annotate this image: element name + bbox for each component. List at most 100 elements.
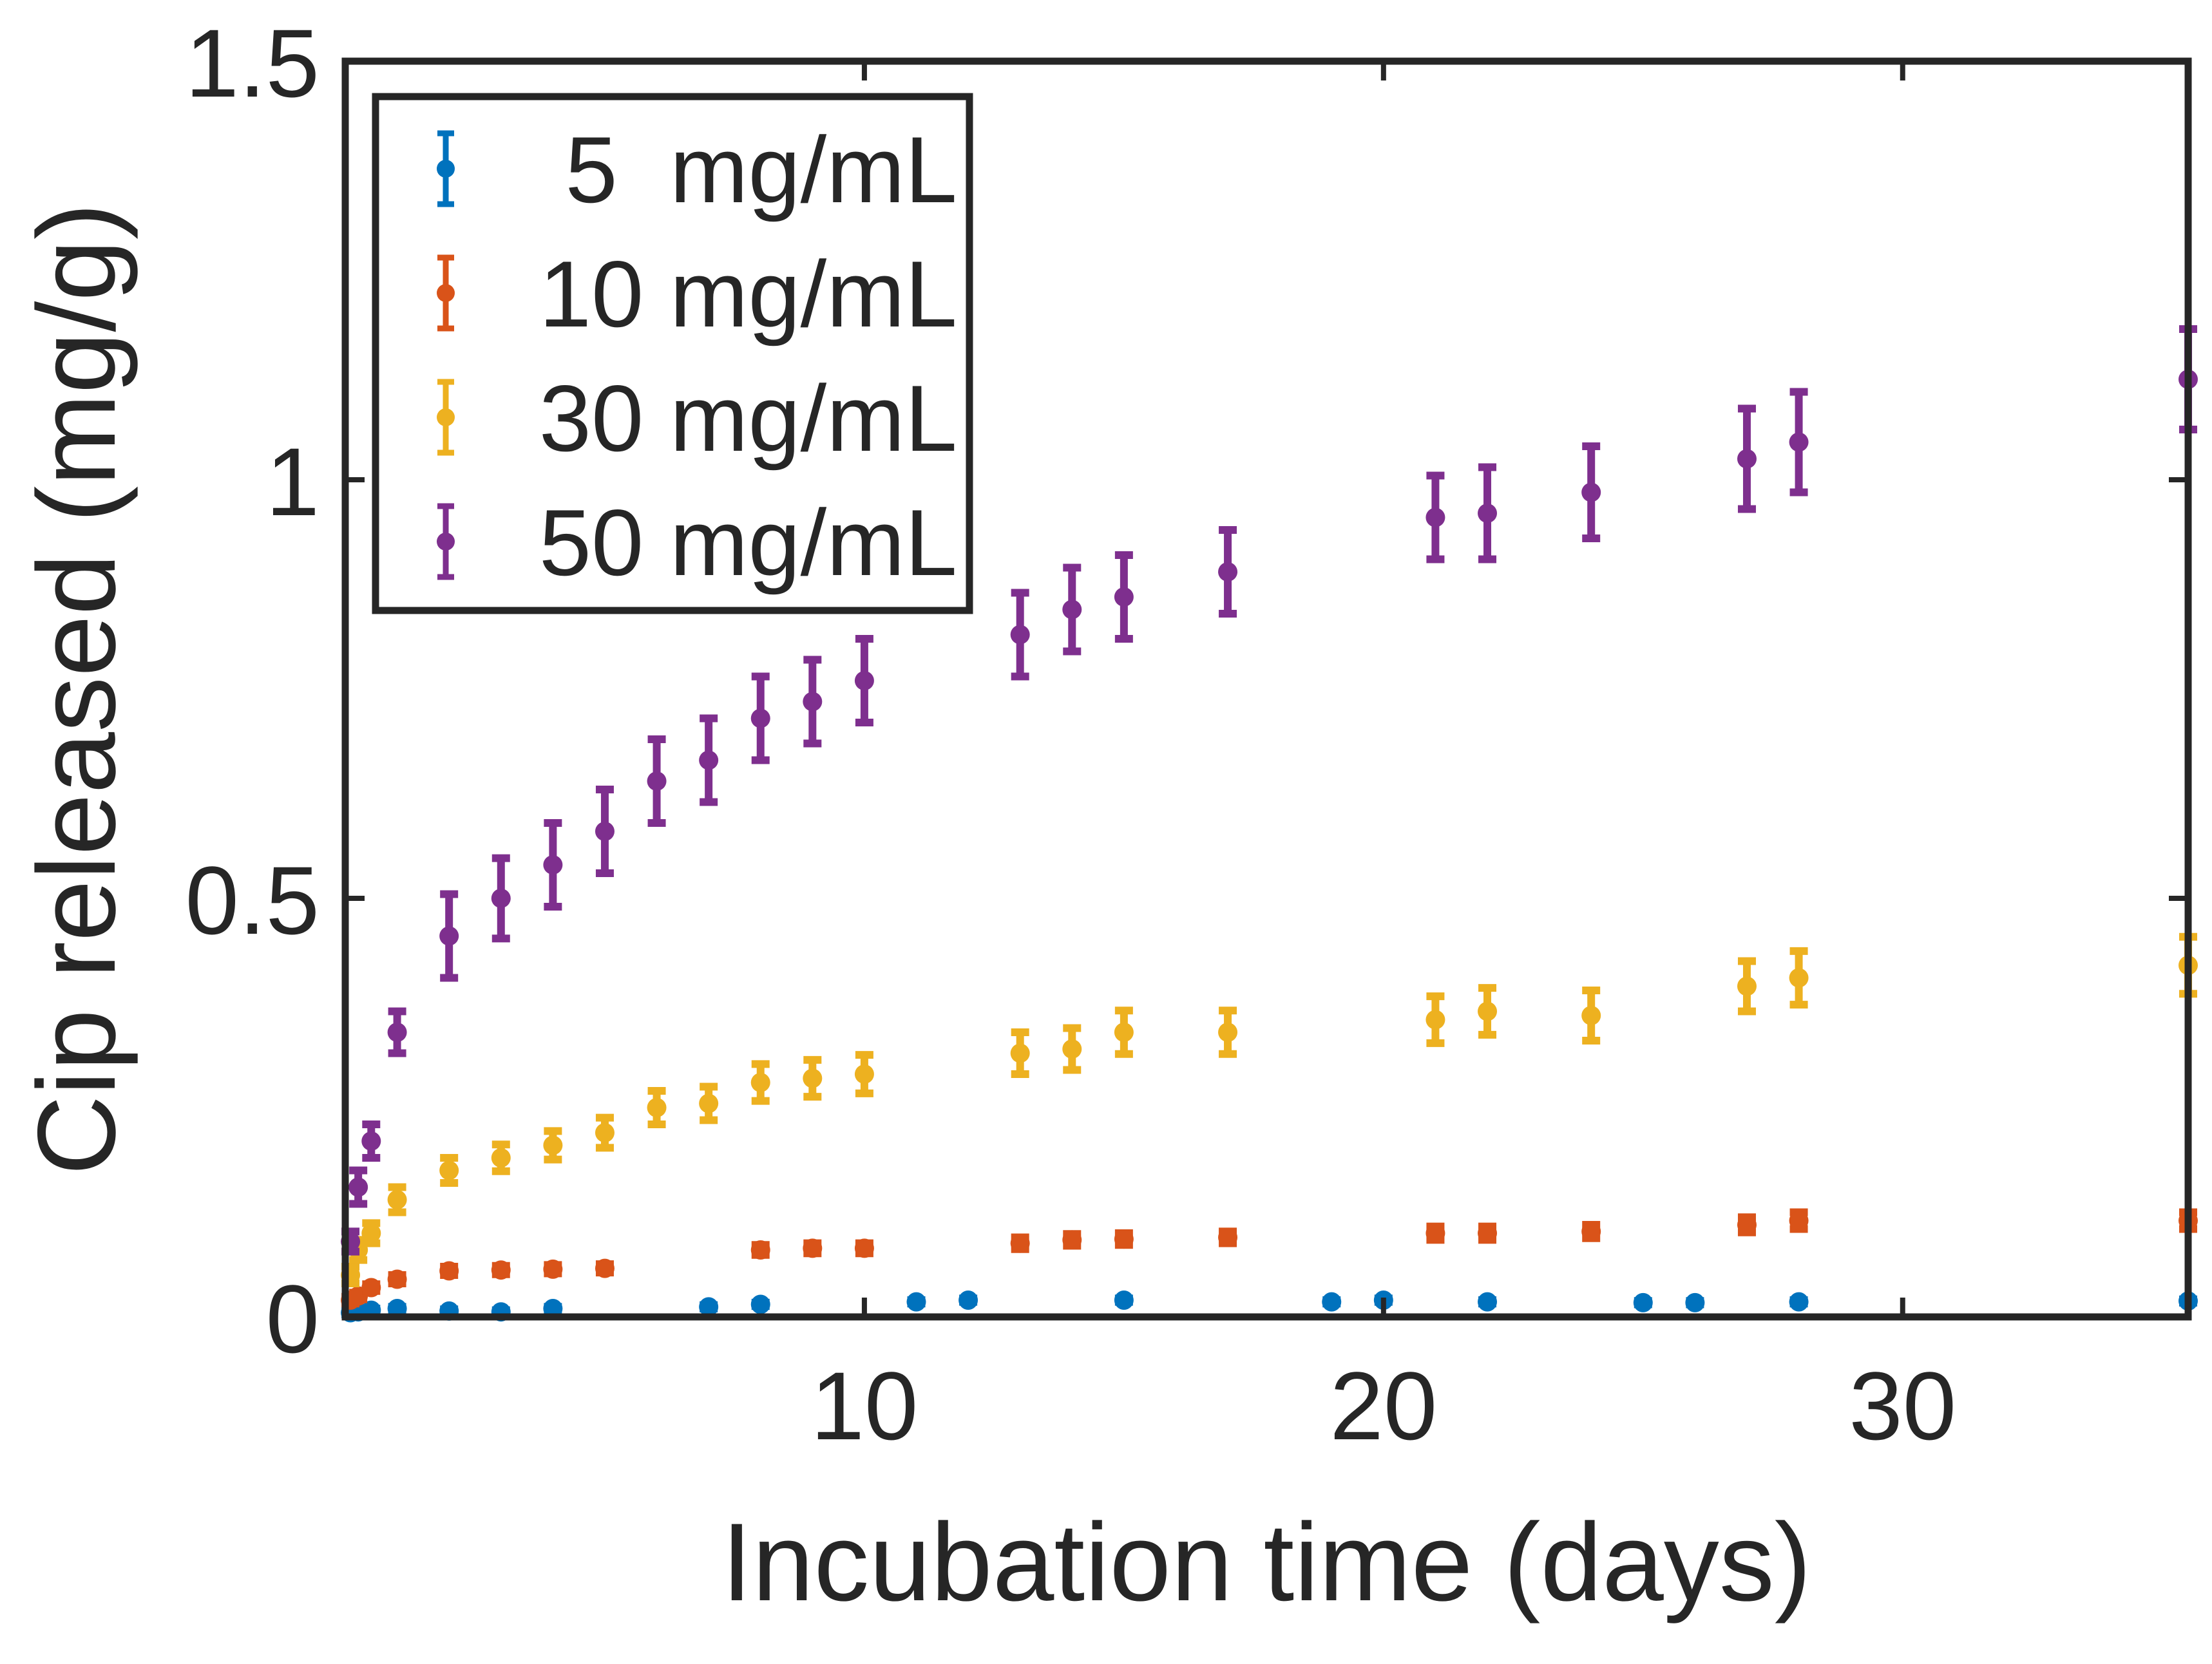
data-point	[1478, 1292, 1498, 1312]
data-point	[906, 1292, 926, 1312]
x-tick-label: 30	[1849, 1352, 1956, 1460]
plot-area	[341, 325, 2198, 1323]
data-point	[387, 1023, 407, 1042]
y-tick-labels: 0 0.5 1 1.5	[185, 9, 319, 1373]
data-point	[1425, 1224, 1445, 1243]
data-point	[361, 1224, 381, 1243]
y-tick-label: 0	[266, 1265, 319, 1373]
y-tick-label: 1.5	[185, 9, 319, 117]
data-point	[1633, 1292, 1653, 1312]
data-point	[543, 1259, 563, 1279]
data-point	[1789, 1211, 1809, 1231]
data-point	[543, 1135, 563, 1155]
data-point	[387, 1269, 407, 1289]
data-point	[854, 1064, 874, 1084]
data-point	[348, 1177, 368, 1197]
data-point	[1218, 562, 1238, 581]
data-point	[491, 1260, 511, 1280]
data-point	[439, 926, 459, 946]
data-point	[1478, 504, 1498, 523]
data-point	[803, 1068, 823, 1088]
data-point	[647, 1098, 667, 1117]
legend-entry-3: 30 mg/mL	[437, 366, 957, 471]
data-point	[1425, 507, 1445, 527]
data-point	[1478, 1224, 1498, 1243]
data-point	[1010, 1043, 1030, 1063]
data-point	[1062, 1230, 1082, 1250]
data-point	[1685, 1292, 1705, 1312]
data-point	[1010, 625, 1030, 645]
x-tick-labels: 10 20 30	[810, 1352, 1956, 1460]
data-point	[595, 1258, 615, 1278]
y-tick-label: 0.5	[185, 846, 319, 954]
legend-entry-1: 5 mg/mL	[437, 117, 957, 222]
legend-label: 10 mg/mL	[539, 241, 957, 346]
data-point	[387, 1190, 407, 1209]
axes-box	[341, 57, 2192, 1321]
data-point	[1737, 1215, 1757, 1234]
data-point	[803, 1238, 823, 1258]
data-point	[361, 1131, 381, 1151]
data-point	[750, 1073, 770, 1092]
data-point	[439, 1160, 459, 1180]
data-point	[750, 1294, 770, 1314]
data-point	[361, 1278, 381, 1298]
data-point	[1581, 1222, 1601, 1242]
y-axis-title: Cip released (mg/g)	[15, 203, 138, 1175]
data-point	[750, 708, 770, 728]
data-point	[647, 771, 667, 791]
data-point	[1114, 1023, 1134, 1042]
data-point	[1478, 1001, 1498, 1021]
series-2	[341, 1208, 2198, 1310]
data-point	[699, 1297, 719, 1317]
x-tick-label: 10	[810, 1352, 918, 1460]
legend-label: 5 mg/mL	[565, 117, 957, 222]
data-point	[439, 1261, 459, 1281]
data-point	[854, 671, 874, 690]
data-point	[958, 1291, 978, 1310]
data-point	[1581, 1006, 1601, 1025]
data-point	[854, 1238, 874, 1258]
data-point	[1114, 1229, 1134, 1249]
data-point	[1789, 1292, 1809, 1312]
data-point	[699, 750, 719, 770]
data-point	[1218, 1023, 1238, 1042]
legend-box	[372, 93, 973, 614]
legend-marker-icon	[437, 408, 455, 426]
legend-marker-icon	[437, 533, 455, 551]
data-point	[1789, 968, 1809, 988]
data-point	[1114, 1291, 1134, 1310]
series-4	[341, 325, 2198, 1256]
x-axis-title: Incubation time (days)	[721, 1500, 1811, 1624]
data-point	[750, 1240, 770, 1260]
data-point	[1114, 587, 1134, 607]
data-point	[699, 1093, 719, 1113]
data-point	[1425, 1010, 1445, 1030]
x-tick-label: 20	[1330, 1352, 1437, 1460]
data-point	[1322, 1292, 1342, 1312]
data-point	[491, 889, 511, 908]
legend-label: 30 mg/mL	[539, 366, 957, 471]
data-point	[1010, 1233, 1030, 1253]
legend-label: 50 mg/mL	[539, 490, 957, 595]
legend-entry-4: 50 mg/mL	[437, 490, 957, 595]
data-point	[1062, 1039, 1082, 1059]
data-point	[803, 692, 823, 712]
data-point	[1062, 600, 1082, 619]
legend-marker-icon	[437, 284, 455, 302]
legend-marker-icon	[437, 160, 455, 178]
data-point	[595, 822, 615, 841]
data-point	[543, 855, 563, 875]
y-tick-label: 1	[266, 428, 319, 536]
legend-entries: 5 mg/mL 10 mg/mL 30 mg/mL 50 mg/mL	[437, 117, 957, 595]
data-point	[1581, 482, 1601, 502]
data-point	[1789, 432, 1809, 452]
data-point	[1737, 449, 1757, 469]
legend: 5 mg/mL 10 mg/mL 30 mg/mL 50 mg/mL	[372, 93, 973, 614]
data-point	[1218, 1227, 1238, 1247]
legend-entry-2: 10 mg/mL	[437, 241, 957, 346]
data-point	[491, 1148, 511, 1168]
data-point	[595, 1123, 615, 1142]
